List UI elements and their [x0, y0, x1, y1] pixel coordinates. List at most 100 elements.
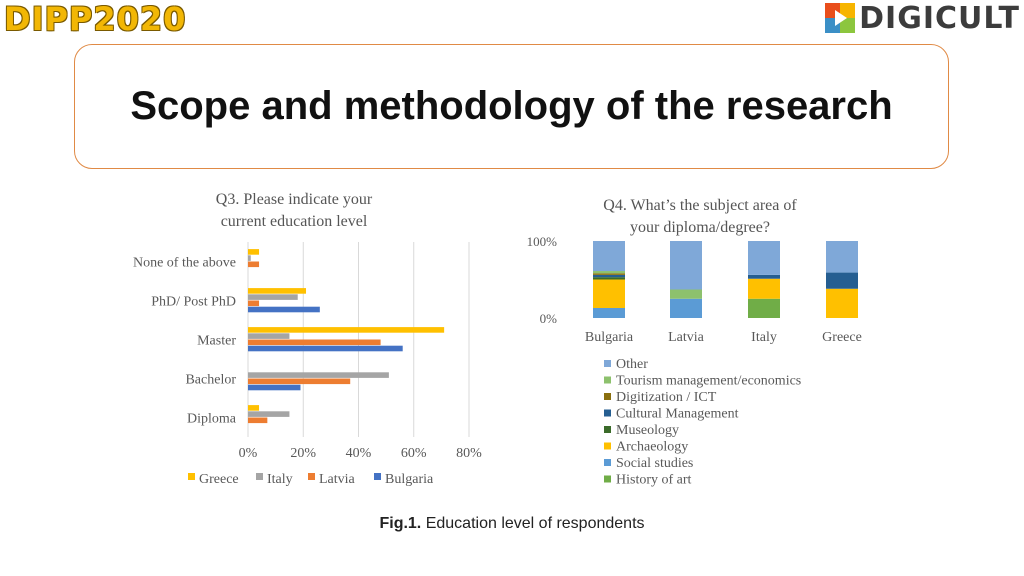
legend-label: Greece [199, 472, 239, 487]
legend-label: Tourism management/economics [616, 374, 801, 389]
legend-label: Bulgaria [385, 472, 434, 487]
q4-segment-social-studies [593, 307, 625, 318]
q3-bar-bulgaria [248, 384, 301, 391]
q4-legend-item: Archaeology [604, 440, 688, 455]
legend-swatch [604, 442, 611, 450]
legend-label: History of art [616, 473, 692, 488]
q4-category-label: Latvia [668, 330, 705, 345]
q3-title-line2: current education level [221, 213, 368, 230]
q4-subject-chart: Q4. What’s the subject area of your dipl… [527, 197, 862, 488]
figure-caption: Fig.1. Education level of respondents [0, 515, 1024, 533]
legend-swatch [604, 409, 611, 417]
q3-category-label: PhD/ Post PhD [151, 295, 236, 310]
q4-category-label: Italy [751, 330, 777, 345]
legend-swatch [604, 475, 611, 483]
q3-x-tick-label: 40% [346, 446, 372, 461]
legend-label: Cultural Management [616, 407, 739, 422]
legend-label: Other [616, 357, 648, 372]
q4-segment-tourism-management-economics [593, 271, 625, 274]
q4-segment-cultural-management [593, 274, 625, 278]
q4-segment-history-of-art [748, 298, 780, 318]
q4-legend-item: Cultural Management [604, 407, 739, 422]
q3-x-tick-label: 20% [290, 446, 316, 461]
legend-label: Italy [267, 472, 293, 487]
page-title: Scope and methodology of the research [130, 84, 893, 128]
legend-swatch [604, 459, 611, 466]
q3-bar-latvia [248, 300, 260, 307]
legend-swatch [188, 473, 195, 480]
q3-bar-italy [248, 294, 298, 300]
q3-bar-bulgaria [248, 345, 403, 352]
q3-legend-item: Bulgaria [374, 472, 434, 487]
q3-category-label: Diploma [187, 412, 237, 427]
title-box: Scope and methodology of the research [74, 44, 949, 169]
q3-x-tick-label: 60% [401, 446, 427, 461]
q3-bar-italy [248, 255, 251, 261]
digicult-wordmark: DIGICULT [859, 0, 1020, 36]
legend-swatch [374, 473, 381, 480]
q4-category-label: Greece [822, 330, 862, 345]
q4-segment-digitization-ict [593, 273, 625, 275]
q3-bar-bulgaria [248, 306, 320, 313]
q4-legend-item: Tourism management/economics [604, 374, 801, 389]
q3-legend-item: Latvia [308, 472, 356, 487]
q3-bar-latvia [248, 261, 260, 268]
q3-category-label: Master [197, 334, 236, 349]
legend-label: Latvia [319, 472, 356, 487]
caption-text: Education level of respondents [425, 515, 645, 532]
q4-legend-item: Digitization / ICT [604, 390, 717, 405]
q3-bar-greece [248, 327, 445, 333]
q4-legend-item: Museology [604, 423, 679, 438]
q4-segment-social-studies [670, 298, 702, 318]
q3-bar-greece [248, 288, 307, 294]
legend-swatch [604, 376, 611, 384]
q4-legend-item: History of art [604, 473, 692, 488]
q4-title-line1: Q4. What’s the subject area of [603, 197, 797, 214]
caption-label: Fig.1. [379, 515, 422, 532]
dipp2020-logo: DIPP2020 [4, 0, 187, 38]
q4-segment-other [748, 241, 780, 275]
legend-label: Social studies [616, 456, 693, 471]
q4-segment-other [826, 241, 858, 273]
q3-category-label: None of the above [133, 256, 236, 271]
legend-label: Digitization / ICT [616, 390, 717, 405]
q4-category-label: Bulgaria [585, 330, 634, 345]
q3-legend-item: Italy [256, 472, 293, 487]
q4-segment-cultural-management [826, 272, 858, 289]
legend-swatch [604, 360, 611, 367]
q4-segment-other [593, 241, 625, 272]
q4-legend-item: Other [604, 357, 648, 372]
digicult-mark-icon [825, 3, 856, 33]
q4-legend-item: Social studies [604, 456, 693, 471]
q3-bar-greece [248, 405, 260, 411]
q4-y-tick-label: 0% [540, 311, 558, 326]
q3-education-chart: Q3. Please indicate your current educati… [133, 191, 482, 487]
digicult-logo: DIGICULT [825, 0, 1020, 36]
q4-segment-museology [593, 277, 625, 280]
q3-x-tick-label: 0% [239, 446, 258, 461]
q4-segment-tourism-management-economics [670, 289, 702, 299]
q4-segment-other [670, 241, 702, 290]
q4-segment-archaeology [748, 278, 780, 299]
q3-bar-latvia [248, 339, 381, 346]
q4-segment-archaeology [593, 279, 625, 308]
q4-title-line2: your diploma/degree? [630, 219, 770, 236]
legend-label: Archaeology [616, 440, 688, 455]
q3-bar-italy [248, 333, 290, 339]
legend-swatch [256, 473, 263, 480]
q3-title-line1: Q3. Please indicate your [216, 191, 373, 208]
q3-category-label: Bachelor [185, 373, 236, 388]
q3-x-tick-label: 80% [456, 446, 482, 461]
q4-segment-archaeology [826, 288, 858, 318]
q4-segment-cultural-management [748, 274, 780, 279]
q3-bar-latvia [248, 417, 268, 424]
q3-bar-latvia [248, 378, 351, 385]
legend-swatch [308, 473, 315, 480]
q3-legend-item: Greece [188, 472, 239, 487]
q4-y-tick-label: 100% [527, 234, 558, 249]
legend-swatch [604, 426, 611, 433]
q3-bar-italy [248, 372, 389, 378]
legend-swatch [604, 393, 611, 400]
q3-bar-italy [248, 411, 290, 417]
legend-label: Museology [616, 423, 679, 438]
